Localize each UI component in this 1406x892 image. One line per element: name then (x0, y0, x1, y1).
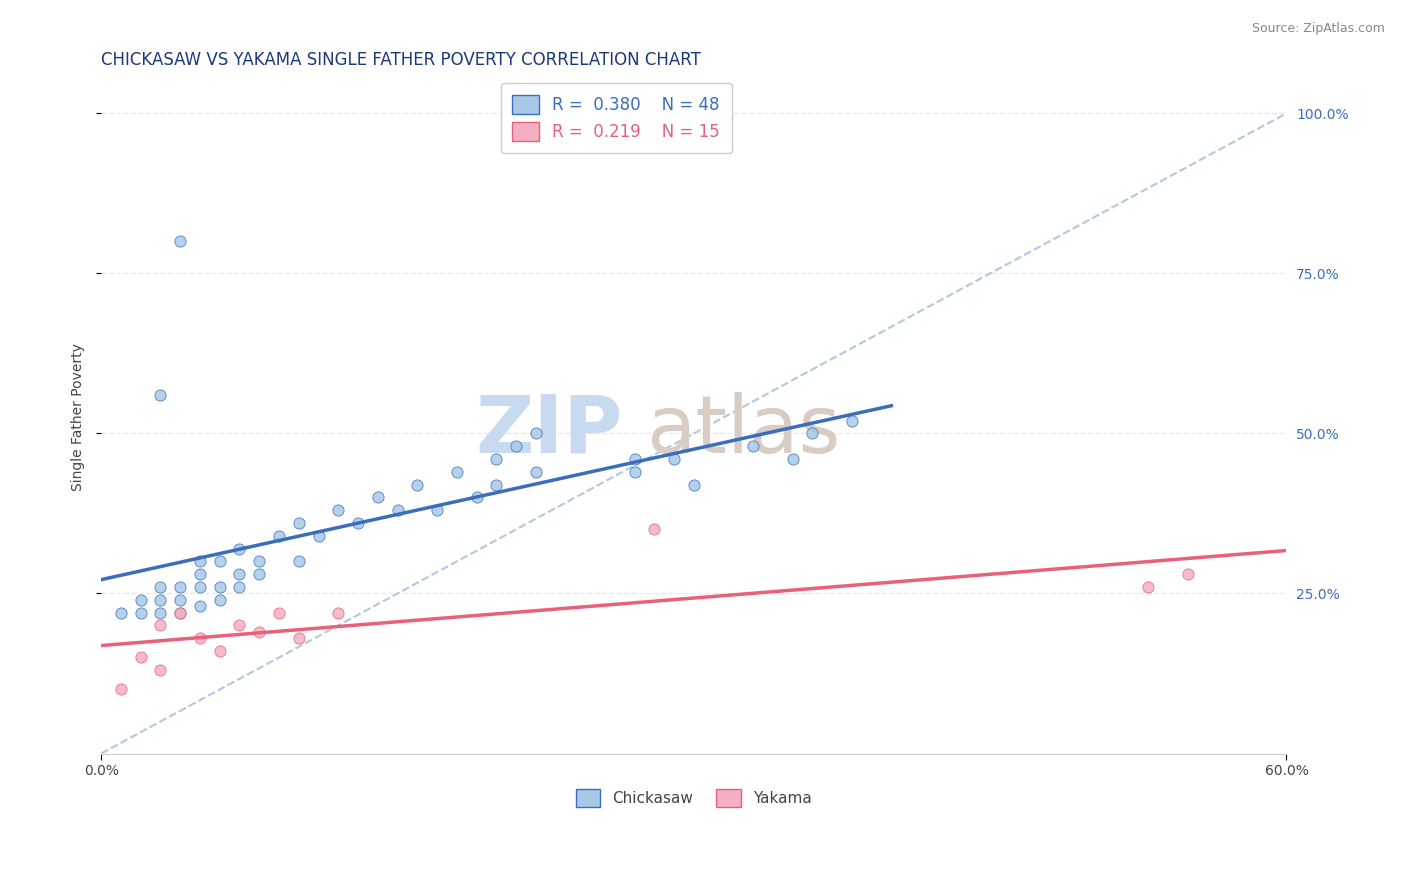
Point (188, 580, 211, 594)
Point (287, 554, 309, 568)
Point (406, 477, 429, 491)
Point (188, 599, 211, 614)
Point (505, 439, 527, 453)
Text: CHICKASAW VS YAKAMA SINGLE FATHER POVERTY CORRELATION CHART: CHICKASAW VS YAKAMA SINGLE FATHER POVERT… (101, 51, 702, 69)
Point (367, 491, 389, 505)
Point (387, 503, 409, 517)
Legend: Chickasaw, Yakama: Chickasaw, Yakama (569, 783, 818, 814)
Text: ZIP: ZIP (475, 392, 623, 470)
Point (801, 426, 824, 441)
Point (328, 606, 350, 620)
Point (149, 593, 172, 607)
Point (228, 541, 250, 556)
Point (287, 632, 309, 646)
Point (188, 554, 211, 568)
Point (267, 606, 290, 620)
Point (662, 452, 685, 467)
Text: atlas: atlas (647, 392, 841, 470)
Point (426, 503, 449, 517)
Point (149, 606, 172, 620)
Point (742, 439, 765, 453)
Point (247, 567, 270, 582)
Point (623, 452, 645, 467)
Point (208, 593, 231, 607)
Y-axis label: Single Father Poverty: Single Father Poverty (72, 343, 86, 491)
Point (129, 650, 152, 665)
Point (169, 593, 191, 607)
Point (682, 477, 704, 491)
Point (524, 426, 547, 441)
Point (247, 624, 270, 639)
Point (228, 618, 250, 632)
Point (1137, 580, 1160, 594)
Point (169, 235, 191, 249)
Point (228, 567, 250, 582)
Point (149, 580, 172, 594)
Point (149, 663, 172, 677)
Point (841, 414, 863, 428)
Point (267, 529, 290, 543)
Point (247, 554, 270, 568)
Point (149, 388, 172, 402)
Point (188, 632, 211, 646)
Point (465, 491, 488, 505)
Point (287, 516, 309, 530)
Point (208, 644, 231, 658)
Point (485, 452, 508, 467)
Point (308, 529, 330, 543)
Point (485, 477, 508, 491)
Point (328, 503, 350, 517)
Point (169, 580, 191, 594)
Point (208, 580, 231, 594)
Point (149, 618, 172, 632)
Point (524, 465, 547, 479)
Point (347, 516, 370, 530)
Point (169, 606, 191, 620)
Point (129, 606, 152, 620)
Point (782, 452, 804, 467)
Point (228, 580, 250, 594)
Point (208, 554, 231, 568)
Point (129, 593, 152, 607)
Text: Source: ZipAtlas.com: Source: ZipAtlas.com (1251, 22, 1385, 36)
Point (623, 465, 645, 479)
Point (110, 682, 132, 697)
Point (643, 523, 665, 537)
Point (446, 465, 468, 479)
Point (110, 606, 132, 620)
Point (188, 567, 211, 582)
Point (169, 606, 191, 620)
Point (1177, 567, 1199, 582)
